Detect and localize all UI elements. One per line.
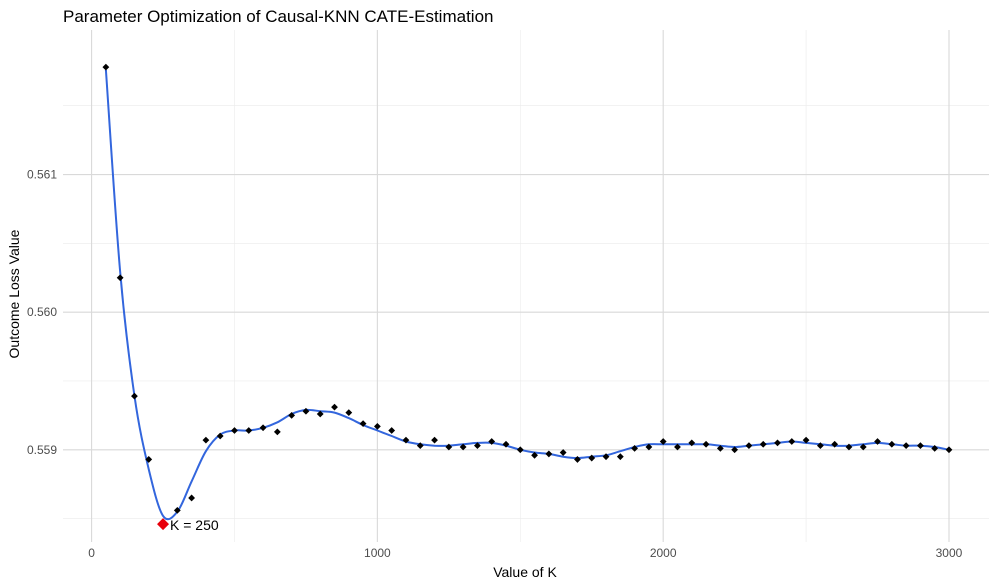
data-point (516, 446, 524, 454)
highlight-layer: K = 250 (157, 517, 219, 533)
data-point (745, 442, 753, 450)
data-point (202, 436, 210, 444)
major-gridlines (63, 30, 989, 542)
optimum-label: K = 250 (170, 517, 219, 533)
data-point (488, 438, 496, 445)
data-point (245, 427, 253, 434)
data-point (759, 440, 767, 448)
y-tick-label: 0.559 (27, 443, 57, 457)
data-point (173, 506, 181, 514)
data-point (559, 449, 567, 456)
data-point (102, 63, 110, 71)
data-point (273, 428, 281, 436)
data-point (816, 442, 824, 450)
data-point (574, 456, 581, 463)
data-point (416, 442, 424, 450)
chart-title: Parameter Optimization of Causal-KNN CAT… (63, 7, 494, 26)
data-point (931, 445, 939, 452)
data-point (302, 407, 310, 415)
data-point (116, 274, 124, 282)
data-point (459, 443, 467, 451)
data-point (474, 442, 481, 450)
data-point (788, 438, 796, 445)
data-point (331, 403, 338, 411)
y-axis-title: Outcome Loss Value (6, 229, 22, 358)
y-tick-label: 0.560 (27, 305, 57, 319)
y-axis-ticks: 0.559 0.560 0.561 (27, 168, 57, 457)
data-point (402, 436, 410, 444)
optimum-marker (157, 518, 170, 531)
data-point (888, 440, 896, 448)
data-point (388, 427, 396, 434)
data-point (231, 427, 238, 434)
data-point (545, 450, 553, 458)
y-tick-label: 0.561 (27, 168, 57, 182)
data-point (659, 438, 667, 445)
data-point (774, 439, 781, 447)
x-tick-label: 0 (88, 546, 95, 560)
data-point (917, 442, 924, 450)
data-point (616, 453, 624, 461)
data-point (945, 446, 953, 454)
data-point (373, 422, 381, 430)
data-point (431, 436, 438, 444)
data-point (845, 443, 853, 451)
data-point (259, 424, 267, 432)
minor-gridlines (63, 30, 989, 542)
data-point (631, 445, 639, 452)
data-point (859, 443, 867, 451)
data-point (345, 409, 353, 417)
data-point (831, 440, 839, 448)
data-point (359, 420, 367, 428)
data-point (602, 453, 610, 461)
x-tick-label: 3000 (936, 546, 963, 560)
data-point (588, 454, 596, 462)
data-point (674, 443, 681, 451)
data-points (102, 63, 953, 528)
x-tick-label: 2000 (650, 546, 677, 560)
data-point (688, 439, 696, 447)
data-point (802, 436, 810, 444)
data-point (716, 445, 724, 452)
data-point (502, 440, 510, 448)
data-point (316, 410, 324, 418)
data-point (188, 494, 196, 502)
data-point (288, 411, 296, 419)
x-axis-title: Value of K (493, 564, 557, 580)
data-point (874, 438, 881, 445)
data-point (445, 443, 453, 451)
data-point (645, 443, 653, 451)
data-point (902, 442, 910, 450)
data-point (216, 432, 224, 440)
data-point (531, 451, 538, 459)
data-point (731, 446, 739, 454)
data-point (131, 392, 138, 400)
x-axis-ticks: 0 1000 2000 3000 (88, 546, 962, 560)
data-point (702, 440, 710, 448)
x-tick-label: 1000 (364, 546, 391, 560)
data-point (145, 456, 153, 463)
